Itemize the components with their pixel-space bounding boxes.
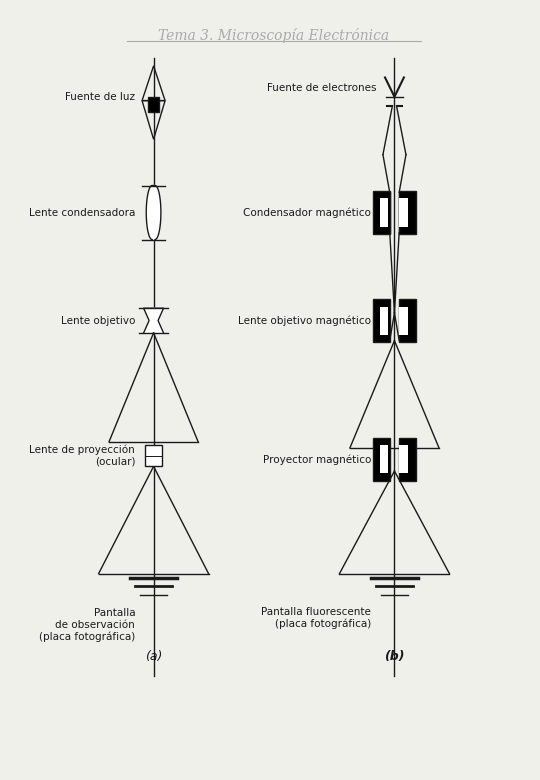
Bar (148, 97, 159, 112)
Text: (a): (a) (145, 650, 162, 663)
Text: Lente objetivo magnético: Lente objetivo magnético (238, 315, 371, 326)
Polygon shape (146, 186, 161, 239)
Text: Lente de proyección
(ocular): Lente de proyección (ocular) (30, 445, 135, 466)
Bar (399, 438, 416, 481)
Text: Tema 3. Microscopía Electrónica: Tema 3. Microscopía Electrónica (158, 27, 389, 43)
Bar (145, 445, 162, 466)
Bar (373, 438, 390, 481)
Bar (380, 198, 388, 226)
Text: (b): (b) (384, 650, 404, 663)
Text: Fuente de electrones: Fuente de electrones (267, 83, 376, 93)
Bar (399, 445, 408, 473)
Text: Condensador magnético: Condensador magnético (243, 207, 371, 218)
Bar (399, 307, 408, 335)
Text: Lente condensadora: Lente condensadora (29, 207, 135, 218)
Text: Lente objetivo: Lente objetivo (61, 316, 135, 325)
Bar (399, 198, 408, 226)
Bar (373, 299, 390, 342)
Bar (373, 191, 390, 234)
Bar (399, 191, 416, 234)
Text: Pantalla
de observación
(placa fotográfica): Pantalla de observación (placa fotográfi… (39, 608, 135, 642)
Bar (399, 299, 416, 342)
Text: Proyector magnético: Proyector magnético (262, 454, 371, 465)
Bar (380, 307, 388, 335)
Polygon shape (144, 308, 164, 333)
Text: Pantalla fluorescente
(placa fotográfica): Pantalla fluorescente (placa fotográfica… (261, 607, 371, 629)
Text: Fuente de luz: Fuente de luz (65, 92, 135, 101)
Bar (380, 445, 388, 473)
